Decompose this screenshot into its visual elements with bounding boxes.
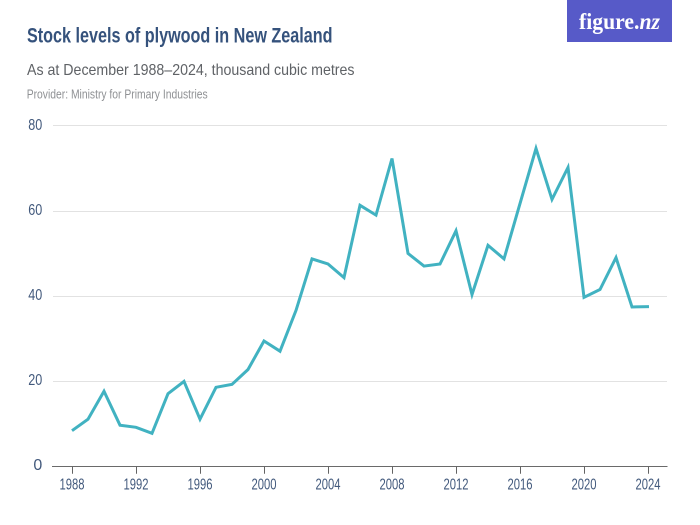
- svg-text:2016: 2016: [508, 477, 533, 494]
- svg-text:80: 80: [28, 117, 42, 134]
- svg-text:Provider: Ministry for Primary: Provider: Ministry for Primary Industrie…: [27, 86, 208, 101]
- svg-text:40: 40: [28, 287, 42, 304]
- svg-text:1992: 1992: [124, 477, 149, 494]
- svg-text:2000: 2000: [252, 477, 277, 494]
- svg-text:2008: 2008: [380, 477, 405, 494]
- svg-text:0: 0: [33, 457, 42, 474]
- svg-text:1996: 1996: [188, 477, 213, 494]
- svg-text:2004: 2004: [316, 477, 341, 494]
- svg-text:20: 20: [28, 372, 42, 389]
- svg-text:Stock levels of plywood in New: Stock levels of plywood in New Zealand: [27, 25, 333, 48]
- svg-text:2020: 2020: [572, 477, 597, 494]
- svg-text:figure.nz: figure.nz: [579, 9, 660, 34]
- svg-text:2024: 2024: [636, 477, 661, 494]
- svg-text:1988: 1988: [60, 477, 85, 494]
- svg-text:As at December 1988–2024, thou: As at December 1988–2024, thousand cubic…: [27, 62, 355, 79]
- svg-text:2012: 2012: [444, 477, 469, 494]
- svg-text:60: 60: [28, 202, 42, 219]
